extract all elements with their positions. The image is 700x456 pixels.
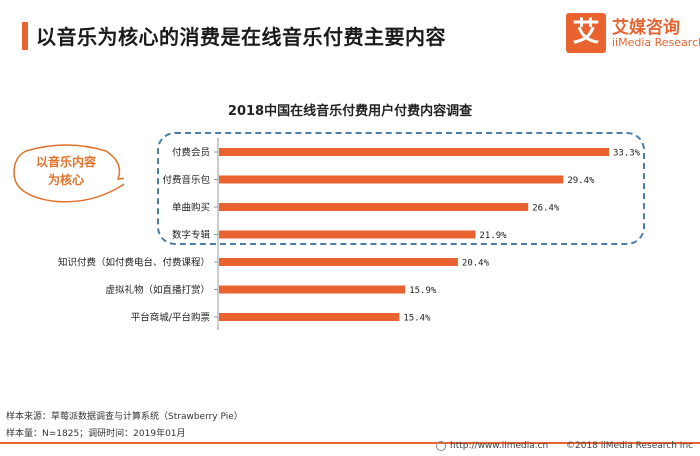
callout-text: 以音乐内容 为核心 (12, 143, 120, 189)
bar (219, 258, 458, 266)
value-label: 33.3% (613, 149, 641, 159)
logo-chinese-name: 艾媒咨询 (612, 18, 680, 38)
footer-rule (0, 442, 700, 444)
category-label: 付费会员 (172, 147, 210, 159)
bar (219, 175, 564, 184)
footer-url[interactable]: http://www.iimedia.cn (450, 441, 549, 451)
callout-bubble: 以音乐内容 为核心 (12, 143, 137, 209)
core-content-highlight-box (157, 132, 645, 245)
bar (219, 230, 476, 239)
bar (219, 313, 400, 321)
footer-sample: 样本量：N=1825；调研时间：2019年01月 (6, 429, 186, 439)
logo-mark-icon: 艾 (566, 13, 606, 53)
category-label: 数字专辑 (172, 229, 211, 241)
globe-icon (436, 441, 446, 451)
bar (219, 203, 529, 211)
page-title: 以音乐为核心的消费是在线音乐付费主要内容 (36, 25, 446, 49)
category-label: 平台商城/平台购票 (131, 312, 211, 324)
value-label: 15.4% (403, 314, 431, 324)
footer-url-group: http://www.iimedia.cn (436, 441, 548, 451)
value-label: 20.4% (462, 259, 490, 269)
category-label: 知识付费（如付费电台、付费课程） (58, 257, 210, 269)
callout-line-1: 以音乐内容 (35, 155, 96, 169)
value-label: 15.9% (409, 286, 437, 296)
category-label: 虚拟礼物（如直播打赏） (105, 284, 210, 296)
value-label: 26.4% (532, 204, 560, 214)
value-label: 21.9% (479, 231, 507, 241)
footer-copyright: ©2018 iiMedia Research Inc (566, 441, 694, 451)
footer-source: 样本来源：草莓派数据调查与计算系统（Strawberry Pie） (6, 412, 243, 422)
iimedia-logo: 艾 艾媒咨询 iiMedia Research (566, 13, 700, 59)
callout-line-2: 为核心 (47, 173, 84, 187)
logo-english-name: iiMedia Research (612, 36, 700, 49)
bar (219, 285, 406, 294)
chart-title: 2018中国在线音乐付费用户付费内容调查 (227, 104, 473, 119)
title-accent-bar (22, 22, 28, 50)
category-label: 付费音乐包 (162, 174, 210, 186)
category-label: 单曲购买 (172, 202, 210, 214)
callout-bubble-shape (13, 144, 137, 203)
value-label: 29.4% (567, 176, 595, 186)
bar (219, 148, 609, 156)
